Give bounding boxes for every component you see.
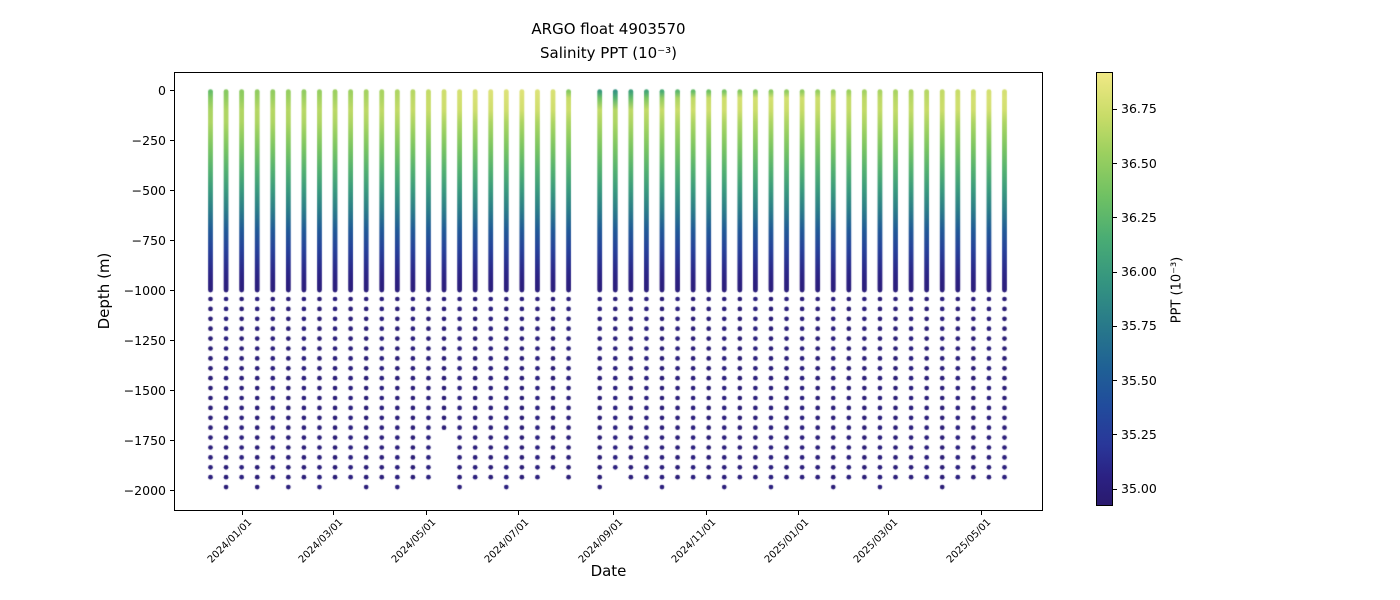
colorbar-label: PPT (10⁻³) — [1169, 256, 1185, 324]
colorbar-tickmark — [1113, 271, 1117, 273]
y-axis-label: Depth (m) — [95, 252, 113, 330]
y-tickmark — [170, 140, 174, 141]
scatter-canvas — [174, 72, 1043, 511]
x-tickmark — [798, 511, 800, 515]
y-tickmark — [170, 240, 174, 241]
colorbar-tickmark — [1113, 325, 1117, 327]
colorbar-tick-label: 35.50 — [1121, 372, 1157, 388]
colorbar-tick-label: 36.00 — [1121, 264, 1157, 280]
x-tickmark — [887, 511, 889, 515]
x-tickmark — [705, 511, 707, 515]
y-tickmark — [170, 340, 174, 341]
colorbar-tickmark — [1113, 380, 1117, 382]
y-tick-label: −2000 — [123, 482, 166, 498]
y-tickmark — [170, 440, 174, 441]
y-tickmark — [170, 490, 174, 491]
colorbar-tick-label: 36.75 — [1121, 101, 1157, 117]
x-tickmark — [425, 511, 427, 515]
x-tickmark — [980, 511, 982, 515]
colorbar-tick-label: 36.50 — [1121, 155, 1157, 171]
colorbar-tickmark — [1113, 108, 1117, 110]
x-axis-label: Date — [590, 562, 627, 580]
y-tick-label: 0 — [158, 82, 166, 98]
y-tickmark — [170, 390, 174, 391]
colorbar-tick-label: 35.00 — [1121, 481, 1157, 497]
x-tickmark — [612, 511, 614, 515]
colorbar-tick-label: 35.25 — [1121, 426, 1157, 442]
y-tick-label: −500 — [131, 182, 166, 198]
chart-subtitle: Salinity PPT (10⁻³) — [540, 44, 677, 62]
y-tick-label: −250 — [131, 132, 166, 148]
y-tick-label: −1000 — [123, 282, 166, 298]
y-tick-label: −1500 — [123, 382, 166, 398]
colorbar-tickmark — [1113, 163, 1117, 165]
colorbar-tickmark — [1113, 217, 1117, 219]
colorbar-tickmark — [1113, 488, 1117, 490]
y-tick-label: −1250 — [123, 332, 166, 348]
y-tick-label: −1750 — [123, 432, 166, 448]
x-tickmark — [332, 511, 334, 515]
colorbar-tickmark — [1113, 434, 1117, 436]
colorbar-tick-label: 36.25 — [1121, 209, 1157, 225]
x-tickmark — [241, 511, 243, 515]
chart-title: ARGO float 4903570 — [531, 20, 686, 38]
x-tickmark — [518, 511, 520, 515]
colorbar-tick-label: 35.75 — [1121, 318, 1157, 334]
colorbar — [1096, 72, 1113, 506]
y-tickmark — [170, 190, 174, 191]
y-tickmark — [170, 90, 174, 91]
y-tick-label: −750 — [131, 232, 166, 248]
y-tickmark — [170, 290, 174, 291]
